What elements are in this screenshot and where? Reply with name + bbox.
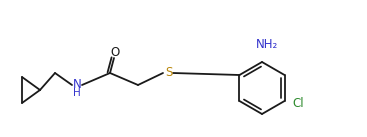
Text: H: H [73,88,81,98]
Text: Cl: Cl [293,96,304,109]
Text: O: O [110,45,120,58]
Text: S: S [165,66,173,79]
Text: NH₂: NH₂ [256,38,278,51]
Text: N: N [73,78,81,91]
